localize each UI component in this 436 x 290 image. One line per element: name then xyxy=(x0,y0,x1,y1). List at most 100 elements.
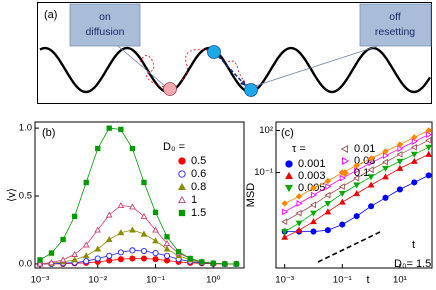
marker xyxy=(381,158,389,166)
marker xyxy=(324,177,332,185)
marker xyxy=(152,226,159,233)
particle xyxy=(207,45,221,59)
legend-label: 0.1 xyxy=(354,167,369,179)
marker xyxy=(339,221,346,228)
marker xyxy=(367,181,375,188)
legend-label: 0.001 xyxy=(298,158,326,170)
marker xyxy=(233,261,240,267)
marker xyxy=(382,165,389,172)
legend-marker xyxy=(285,184,293,193)
panel-a: (a) on diffusion off resetting xyxy=(37,2,432,104)
marker xyxy=(164,234,170,240)
marker xyxy=(281,218,288,226)
marker xyxy=(152,237,159,244)
marker xyxy=(140,248,148,255)
marker xyxy=(117,249,124,256)
callout-text: on xyxy=(99,11,111,23)
legend-label: 0.01 xyxy=(354,143,375,155)
marker xyxy=(338,183,345,190)
series-line xyxy=(39,127,237,265)
x-tick-label: 10⁰ xyxy=(206,275,221,286)
marker xyxy=(396,158,404,165)
legend-label: 1 xyxy=(191,194,197,206)
y-tick-label: 10² xyxy=(259,125,273,136)
y-tick-label: 10⁻¹ xyxy=(254,167,273,178)
marker xyxy=(295,193,303,200)
legend-label: 0.5 xyxy=(191,155,206,167)
callout-pointer xyxy=(117,45,166,87)
legend-marker xyxy=(178,182,186,191)
marker xyxy=(105,235,113,243)
marker xyxy=(353,190,361,197)
marker xyxy=(324,208,332,215)
x-tick-label: 10⁻³ xyxy=(275,275,294,286)
marker xyxy=(106,252,113,259)
marker xyxy=(117,229,125,236)
marker xyxy=(367,174,375,181)
marker xyxy=(82,241,90,248)
marker xyxy=(324,200,332,208)
marker xyxy=(222,261,228,267)
marker xyxy=(325,183,332,190)
marker xyxy=(163,245,171,252)
marker xyxy=(310,228,317,235)
marker xyxy=(129,255,136,262)
marker xyxy=(118,126,124,133)
marker xyxy=(36,260,44,267)
legend-marker xyxy=(341,169,349,177)
series-line xyxy=(39,205,237,265)
marker xyxy=(281,200,288,207)
marker xyxy=(163,240,171,247)
legend-title: D₀ = xyxy=(163,141,185,153)
callout-text: diffusion xyxy=(86,26,125,38)
marker xyxy=(152,209,159,215)
marker xyxy=(210,260,216,266)
marker xyxy=(95,145,101,152)
marker xyxy=(129,226,136,233)
legend-marker xyxy=(340,145,349,153)
legend-label: 0.6 xyxy=(191,168,206,180)
callout-text: off xyxy=(389,11,401,23)
x-tick-label: 10⁻³ xyxy=(31,275,50,286)
marker xyxy=(382,148,389,155)
legend-title: τ = xyxy=(292,143,306,155)
marker xyxy=(117,201,125,209)
plot-frame xyxy=(275,121,433,269)
potential-curve xyxy=(39,46,432,94)
marker xyxy=(353,162,360,169)
marker xyxy=(411,134,418,141)
marker xyxy=(353,213,360,220)
marker xyxy=(310,184,317,192)
marker xyxy=(368,203,375,210)
slope-guide xyxy=(317,231,381,263)
marker xyxy=(117,256,124,263)
marker xyxy=(382,173,389,180)
marker xyxy=(310,191,318,199)
marker xyxy=(152,256,159,263)
panel-label: (c) xyxy=(281,127,294,139)
marker xyxy=(59,256,67,263)
legend-label: 1.5 xyxy=(191,207,206,219)
marker xyxy=(354,167,361,174)
marker xyxy=(411,179,418,186)
marker xyxy=(48,250,55,256)
marker xyxy=(199,259,205,265)
trajectory xyxy=(139,48,251,89)
annotation: D₀= 1.5 xyxy=(394,258,431,270)
callout-box xyxy=(69,3,141,47)
particle xyxy=(244,83,258,97)
marker xyxy=(175,249,182,255)
marker xyxy=(71,256,79,263)
legend-marker xyxy=(285,171,293,180)
legend-marker xyxy=(285,160,293,168)
marker xyxy=(425,127,432,134)
x-tick-label: 10⁻¹ xyxy=(333,275,352,286)
x-tick-label: 10⁻² xyxy=(88,275,107,286)
marker xyxy=(82,252,90,259)
marker xyxy=(425,172,432,179)
marker xyxy=(309,201,317,209)
marker xyxy=(425,136,432,144)
marker xyxy=(295,209,302,217)
x-axis-label: t xyxy=(366,274,369,286)
y-tick-label: 0.0 xyxy=(19,258,32,269)
